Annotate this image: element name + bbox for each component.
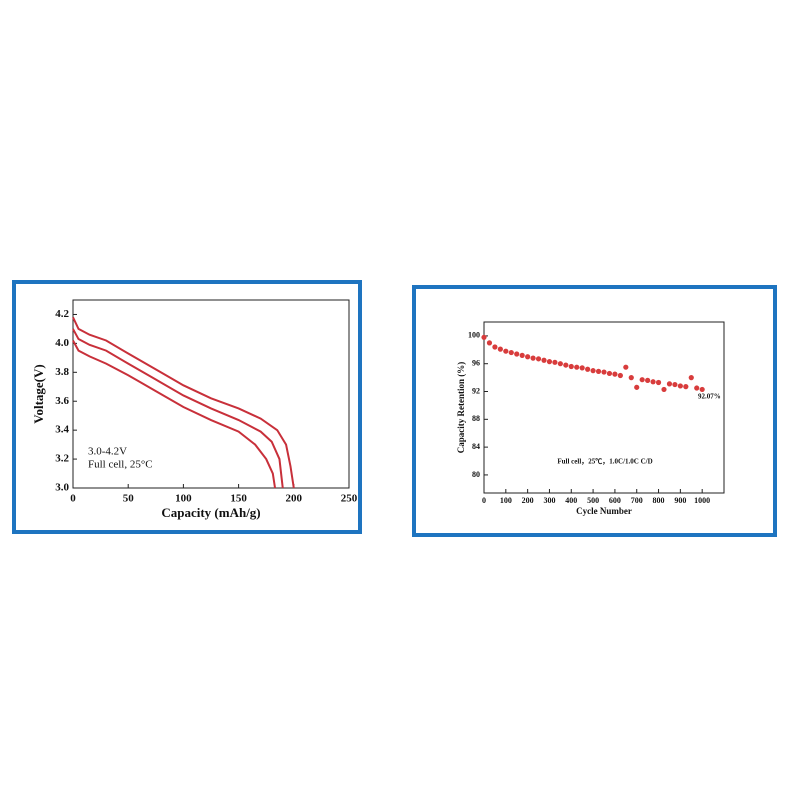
y-tick-label: 4.2 bbox=[55, 308, 69, 320]
y-tick-label: 92 bbox=[472, 386, 480, 395]
point bbox=[623, 364, 629, 370]
x-tick-label: 100 bbox=[500, 496, 512, 505]
point bbox=[552, 359, 558, 365]
y-axis-label: Capacity Retention (%) bbox=[456, 362, 466, 454]
annotation: 3.0-4.2V bbox=[88, 446, 127, 458]
panel-frame bbox=[12, 280, 362, 534]
point bbox=[579, 365, 585, 371]
point bbox=[486, 340, 493, 346]
y-tick-label: 80 bbox=[472, 470, 480, 479]
point bbox=[508, 349, 514, 356]
x-tick-label: 250 bbox=[341, 493, 358, 505]
point bbox=[595, 368, 602, 374]
x-axis-label: Capacity (mAh/g) bbox=[161, 505, 260, 520]
point bbox=[699, 386, 705, 393]
x-tick-label: 300 bbox=[543, 496, 555, 505]
x-tick-label: 150 bbox=[230, 493, 247, 505]
y-tick-label: 3.2 bbox=[55, 453, 69, 465]
y-tick-label: 3.8 bbox=[55, 366, 69, 378]
x-tick-label: 900 bbox=[674, 496, 686, 505]
point bbox=[546, 359, 553, 365]
point bbox=[672, 381, 678, 388]
point bbox=[585, 366, 591, 372]
point bbox=[525, 354, 531, 360]
y-tick-label: 84 bbox=[472, 442, 480, 451]
point bbox=[590, 368, 596, 374]
point bbox=[601, 369, 607, 375]
point bbox=[497, 346, 503, 352]
point bbox=[568, 363, 574, 370]
y-tick-label: 3.6 bbox=[55, 395, 69, 407]
point bbox=[639, 377, 645, 383]
y-axis-label: Voltage(V) bbox=[31, 364, 46, 423]
point bbox=[661, 386, 667, 393]
point bbox=[666, 381, 673, 387]
x-tick-label: 800 bbox=[653, 496, 665, 505]
y-tick-label: 3.0 bbox=[55, 482, 69, 494]
point bbox=[683, 384, 689, 390]
y-tick-label: 96 bbox=[472, 359, 480, 368]
x-tick-label: 700 bbox=[631, 496, 643, 505]
point bbox=[481, 334, 487, 340]
point bbox=[628, 375, 634, 381]
x-tick-label: 100 bbox=[175, 493, 192, 505]
annotation: Full cell，25℃，1.0C/1.0C C/D bbox=[557, 458, 652, 466]
annotation: 92.07% bbox=[698, 393, 721, 401]
y-tick-label: 4.0 bbox=[55, 337, 69, 349]
point bbox=[655, 379, 662, 386]
point bbox=[677, 383, 683, 389]
curve bbox=[72, 340, 277, 489]
x-tick-label: 1000 bbox=[694, 496, 710, 505]
point bbox=[492, 344, 498, 350]
curve bbox=[72, 328, 284, 489]
y-tick-label: 100 bbox=[468, 331, 480, 340]
annotation: Full cell, 25°C bbox=[88, 459, 153, 471]
point bbox=[514, 351, 520, 357]
x-tick-label: 0 bbox=[70, 493, 76, 505]
x-tick-label: 200 bbox=[522, 496, 534, 505]
point bbox=[557, 361, 563, 367]
plot-frame bbox=[483, 321, 725, 494]
x-tick-label: 0 bbox=[482, 496, 486, 505]
point bbox=[694, 385, 700, 391]
x-axis-label: Cycle Number bbox=[576, 506, 632, 516]
point bbox=[688, 375, 694, 381]
point bbox=[535, 356, 542, 362]
point bbox=[503, 348, 509, 354]
x-tick-label: 50 bbox=[123, 493, 135, 505]
x-tick-label: 400 bbox=[565, 496, 577, 505]
point bbox=[634, 384, 640, 390]
x-tick-label: 500 bbox=[587, 496, 599, 505]
point bbox=[645, 377, 651, 383]
point bbox=[541, 357, 547, 363]
curve bbox=[72, 316, 295, 489]
point bbox=[612, 371, 618, 377]
point bbox=[563, 362, 569, 368]
point bbox=[530, 355, 536, 361]
panel-frame bbox=[412, 285, 777, 537]
x-tick-label: 200 bbox=[286, 493, 303, 505]
y-tick-label: 3.4 bbox=[55, 424, 69, 436]
point bbox=[650, 379, 656, 385]
point bbox=[617, 372, 623, 379]
point bbox=[574, 364, 580, 370]
y-tick-label: 88 bbox=[472, 414, 480, 423]
x-tick-label: 600 bbox=[609, 496, 621, 505]
plot-frame bbox=[72, 299, 350, 489]
point bbox=[519, 352, 525, 358]
point bbox=[606, 370, 613, 377]
